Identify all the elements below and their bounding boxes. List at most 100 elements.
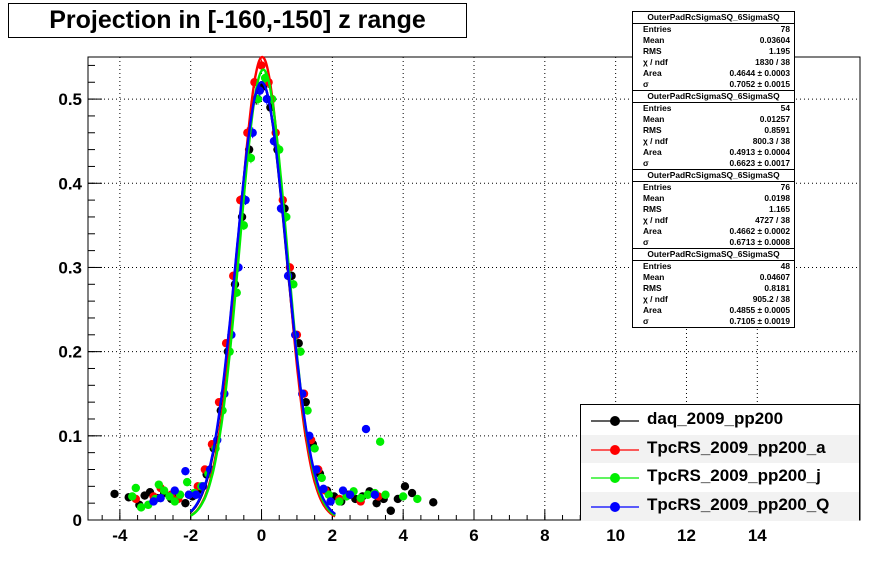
x-tick-label: 10 (606, 526, 625, 545)
data-point (182, 477, 192, 487)
stats-row: RMS 0.8181 (633, 283, 794, 294)
stats-label: Mean (643, 272, 665, 282)
stats-label: Mean (643, 193, 665, 203)
legend-entry: TpcRS_2009_pp200_Q (581, 491, 859, 521)
stats-value: 4727 / 38 (755, 215, 790, 225)
stats-value: 0.01257 (759, 114, 790, 124)
stats-box: OuterPadRcSigmaSQ_6SigmaSQ Entries 76 Mean 0… (632, 169, 795, 249)
stats-value: 48 (780, 261, 790, 271)
y-tick-label: 0.3 (58, 258, 82, 277)
stats-label: Entries (643, 261, 672, 271)
legend-label: TpcRS_2009_pp200_a (647, 437, 826, 457)
stats-value: 1.165 (769, 204, 790, 214)
data-point (156, 493, 165, 503)
stats-value: 76 (780, 182, 790, 192)
stats-label: RMS (643, 46, 662, 56)
stats-row: σ 0.6713 ± 0.0008 (633, 237, 794, 248)
stats-row: σ 0.7052 ± 0.0015 (633, 79, 794, 90)
stats-label: Area (643, 147, 662, 157)
stats-row: Area 0.4913 ± 0.0004 (633, 147, 794, 158)
legend-marker (591, 473, 639, 483)
legend-marker (591, 444, 639, 455)
stats-label: χ / ndf (643, 294, 668, 304)
y-tick-label: 0.5 (58, 90, 82, 109)
stats-value: 0.8181 (764, 283, 790, 293)
stats-value: 0.8591 (764, 125, 790, 135)
stats-box: OuterPadRcSigmaSQ_6SigmaSQ Entries 78 Mean 0… (632, 11, 795, 91)
stats-row: χ / ndf 905.2 / 38 (633, 294, 794, 305)
stats-row: Mean 0.0198 (633, 193, 794, 204)
data-point (184, 490, 194, 499)
data-point (149, 497, 158, 506)
stats-value: 800.3 / 38 (752, 136, 790, 146)
x-tick-label: 0 (257, 526, 266, 545)
stats-row: χ / ndf 4727 / 38 (633, 215, 794, 226)
stats-value: 0.7105 ± 0.0019 (729, 316, 790, 326)
stats-box-name: OuterPadRcSigmaSQ_6SigmaSQ (633, 170, 794, 182)
stats-value: 0.4644 ± 0.0003 (729, 68, 790, 78)
stats-row: Entries 54 (633, 103, 794, 114)
data-point (131, 483, 141, 493)
data-point (398, 492, 408, 501)
legend-marker (591, 416, 639, 426)
stats-row: Entries 78 (633, 24, 794, 35)
legend-marker (591, 501, 639, 512)
legend-label: TpcRS_2009_pp200_j (647, 466, 821, 485)
x-tick-label: 4 (398, 526, 408, 545)
stats-row: σ 0.6623 ± 0.0017 (633, 158, 794, 169)
chart-title-box: Projection in [-160,-150] z range (8, 3, 467, 38)
stats-row: Area 0.4855 ± 0.0005 (633, 305, 794, 316)
stats-row: Mean 0.01257 (633, 114, 794, 125)
stats-row: RMS 1.165 (633, 204, 794, 215)
data-point (191, 490, 201, 499)
stats-value: 0.6623 ± 0.0017 (729, 158, 790, 168)
stats-row: Mean 0.03604 (633, 35, 794, 46)
stats-value: 0.03604 (759, 35, 790, 45)
stats-label: χ / ndf (643, 136, 668, 146)
data-point (400, 482, 410, 491)
chart-title: Projection in [-160,-150] z range (49, 6, 426, 34)
stats-label: Entries (643, 24, 672, 34)
stats-label: σ (643, 316, 649, 326)
data-point (413, 494, 422, 504)
data-point (326, 497, 335, 506)
data-point (363, 490, 372, 499)
legend-label: TpcRS_2009_pp200_Q (647, 494, 830, 514)
stats-label: σ (643, 237, 649, 247)
data-point (159, 486, 169, 495)
data-point (136, 503, 146, 512)
stats-row: Mean 0.04607 (633, 272, 794, 283)
x-tick-label: 14 (748, 526, 767, 545)
fit-curve (189, 81, 336, 515)
data-point (170, 497, 179, 506)
y-tick-label: 0.2 (58, 343, 82, 362)
x-tick-label: -4 (112, 526, 128, 545)
data-point (324, 490, 334, 499)
data-point (296, 347, 305, 356)
data-point (372, 498, 381, 508)
data-point (361, 424, 371, 434)
x-tick-label: 6 (469, 526, 478, 545)
stats-value: 1830 / 38 (755, 57, 790, 67)
x-tick-label: 2 (328, 526, 337, 545)
legend: daq_2009_pp200 TpcRS_2009_pp200_a TpcRS_20… (580, 404, 860, 521)
data-point (375, 437, 385, 446)
data-point (165, 492, 174, 501)
legend-entry: daq_2009_pp200 (581, 406, 859, 435)
data-point (335, 497, 344, 506)
stats-label: σ (643, 158, 649, 168)
stats-label: Area (643, 305, 662, 315)
stats-label: Mean (643, 114, 665, 124)
data-point (317, 473, 326, 483)
stats-label: RMS (643, 204, 662, 214)
stats-value: 0.4855 ± 0.0005 (729, 305, 790, 315)
legend-entry: TpcRS_2009_pp200_a (581, 434, 859, 464)
x-tick-label: 12 (677, 526, 696, 545)
stats-row: χ / ndf 1830 / 38 (633, 57, 794, 68)
data-point (181, 498, 190, 508)
stats-value: 0.0198 (764, 193, 790, 203)
stats-row: Area 0.4644 ± 0.0003 (633, 68, 794, 79)
stats-label: Area (643, 226, 662, 236)
stats-row: Entries 76 (633, 182, 794, 193)
stats-row: σ 0.7105 ± 0.0019 (633, 316, 794, 327)
